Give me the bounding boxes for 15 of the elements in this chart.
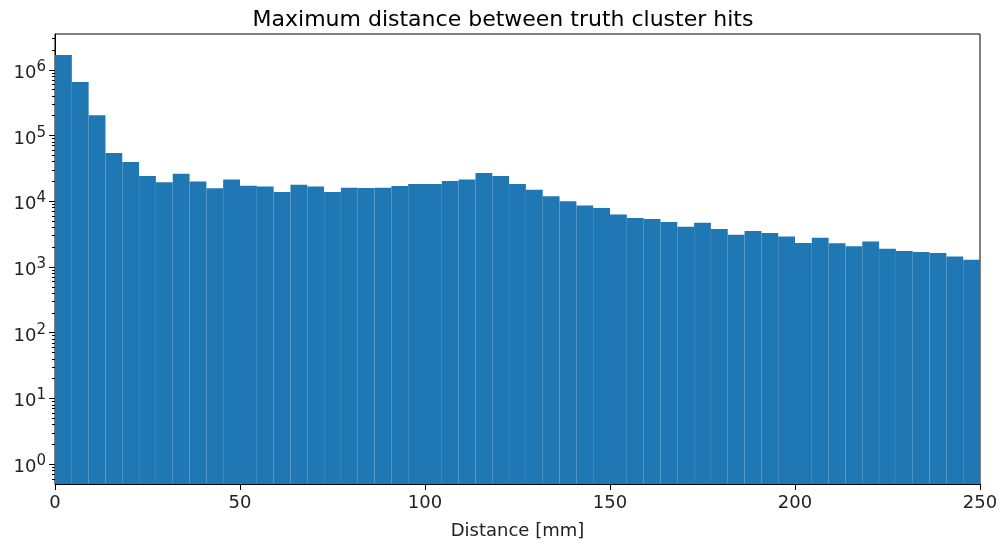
y-tick-label: 10$^{1}$ [13,385,46,411]
x-axis-title: Distance [mm] [450,518,585,540]
chart-title: Maximum distance between truth cluster hits [252,5,754,31]
y-tick-label: 10$^{3}$ [13,253,46,279]
y-tick-label: 10$^{5}$ [13,122,46,148]
x-tick-label: 200 [777,490,813,512]
y-tick-label: 10$^{0}$ [13,451,46,477]
x-tick-label: 150 [592,490,628,512]
x-tick-label: 50 [228,490,252,512]
x-tick-label: 100 [407,490,443,512]
y-tick-label: 10$^{2}$ [13,319,46,345]
y-tick-label: 10$^{6}$ [13,56,46,82]
y-tick-label: 10$^{4}$ [13,188,46,214]
x-tick-label: 0 [49,490,61,512]
x-tick-label: 250 [962,490,998,512]
